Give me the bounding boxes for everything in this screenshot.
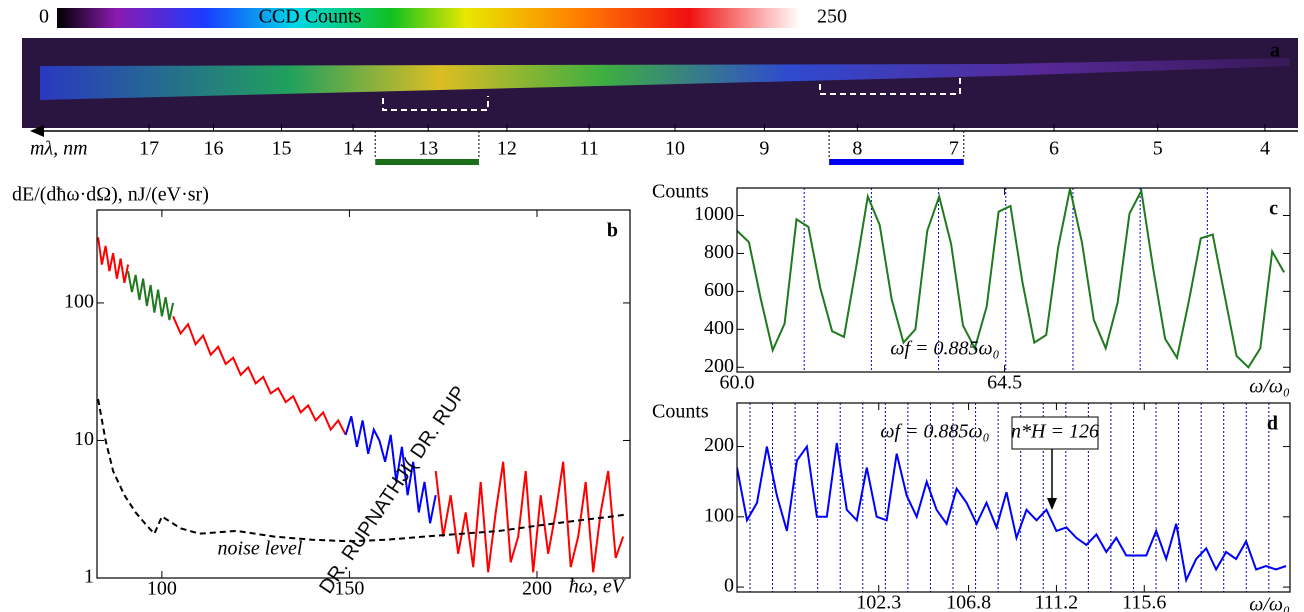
y-tick-label: 800 bbox=[704, 241, 734, 263]
x-tick-label: 14 bbox=[343, 138, 363, 160]
y-tick-label: 100 bbox=[704, 504, 734, 526]
y-tick-label: 10 bbox=[74, 428, 94, 450]
watermark: DR. RUPNATHJI( DR. RUP bbox=[315, 382, 470, 598]
x-tick-label: 17 bbox=[139, 138, 159, 160]
y-tick-label: 200 bbox=[704, 434, 734, 456]
series-line bbox=[172, 315, 347, 436]
colorbar-tick: 0 bbox=[39, 6, 49, 28]
x-axis-label: ω/ω₀ bbox=[1249, 594, 1290, 612]
x-tick-label: 10 bbox=[665, 138, 685, 160]
x-axis-label: mλ, nm bbox=[30, 138, 88, 160]
x-tick-label: 4 bbox=[1260, 138, 1270, 160]
x-tick-label: 64.5 bbox=[987, 372, 1022, 394]
y-tick-label: 600 bbox=[704, 279, 734, 301]
ccd-streak bbox=[40, 58, 1290, 100]
annotation: ωf = 0.885ω₀ bbox=[880, 421, 989, 443]
callout-box bbox=[1011, 416, 1099, 450]
series-line bbox=[737, 442, 1287, 584]
x-tick-label: 15 bbox=[272, 138, 292, 160]
x-axis-label: ħω, eV bbox=[569, 576, 627, 598]
series-line bbox=[97, 398, 628, 543]
colorbar-label: CCD Counts bbox=[259, 6, 362, 28]
x-tick-label: 9 bbox=[759, 138, 769, 160]
panel-label: d bbox=[1267, 413, 1278, 435]
series-line bbox=[127, 271, 175, 321]
x-tick-label: 100 bbox=[147, 578, 177, 600]
y-tick-label: 100 bbox=[64, 291, 94, 313]
x-tick-label: 5 bbox=[1153, 138, 1163, 160]
x-tick-label: 16 bbox=[204, 138, 224, 160]
x-tick-label: 111.2 bbox=[1035, 592, 1079, 612]
x-axis-label: ω/ω₀ bbox=[1249, 376, 1290, 398]
x-tick-label: 106.8 bbox=[946, 592, 991, 612]
annotation: noise level bbox=[218, 538, 303, 560]
colorbar bbox=[57, 8, 800, 28]
y-tick-label: 0 bbox=[724, 575, 734, 597]
panel-label: c bbox=[1269, 198, 1278, 220]
x-tick-label: 115.6 bbox=[1122, 592, 1166, 612]
y-tick-label: 1000 bbox=[694, 203, 734, 225]
y-tick-label: 200 bbox=[704, 355, 734, 377]
y-axis-label: dE/(dħω·dΩ), nJ/(eV·sr) bbox=[12, 184, 209, 206]
band-bar bbox=[829, 159, 964, 165]
x-tick-label: 7 bbox=[949, 138, 959, 160]
colorbar-tick: 250 bbox=[817, 6, 847, 28]
series-line bbox=[344, 416, 437, 524]
series-line bbox=[434, 461, 625, 573]
y-tick-label: 400 bbox=[704, 317, 734, 339]
y-axis-label: Counts bbox=[652, 401, 709, 423]
plot-frame bbox=[736, 402, 1291, 593]
callout: n*H = 126 bbox=[1011, 421, 1099, 443]
axis-arrow bbox=[30, 125, 44, 137]
series-line bbox=[97, 237, 130, 283]
x-tick-label: 13 bbox=[418, 138, 438, 160]
y-tick-label: 1 bbox=[84, 566, 94, 588]
annotation: ωf = 0.885ω₀ bbox=[890, 338, 999, 360]
x-tick-label: 11 bbox=[580, 138, 599, 160]
x-tick-label: 102.3 bbox=[856, 592, 901, 612]
callout-arrowhead bbox=[1047, 498, 1057, 510]
x-tick-label: 150 bbox=[334, 578, 364, 600]
plot-frame bbox=[96, 209, 631, 579]
panel-label: a bbox=[1270, 40, 1280, 62]
plot-frame bbox=[736, 187, 1291, 373]
x-tick-label: 60.0 bbox=[720, 372, 755, 394]
x-tick-label: 200 bbox=[522, 578, 552, 600]
y-axis-label: Counts bbox=[652, 181, 709, 203]
series-line bbox=[737, 188, 1285, 369]
x-tick-label: 6 bbox=[1049, 138, 1059, 160]
band-bar bbox=[375, 159, 479, 165]
panel-label: b bbox=[607, 220, 618, 242]
x-tick-label: 8 bbox=[852, 138, 862, 160]
x-tick-label: 12 bbox=[497, 138, 517, 160]
bracket bbox=[382, 78, 961, 111]
